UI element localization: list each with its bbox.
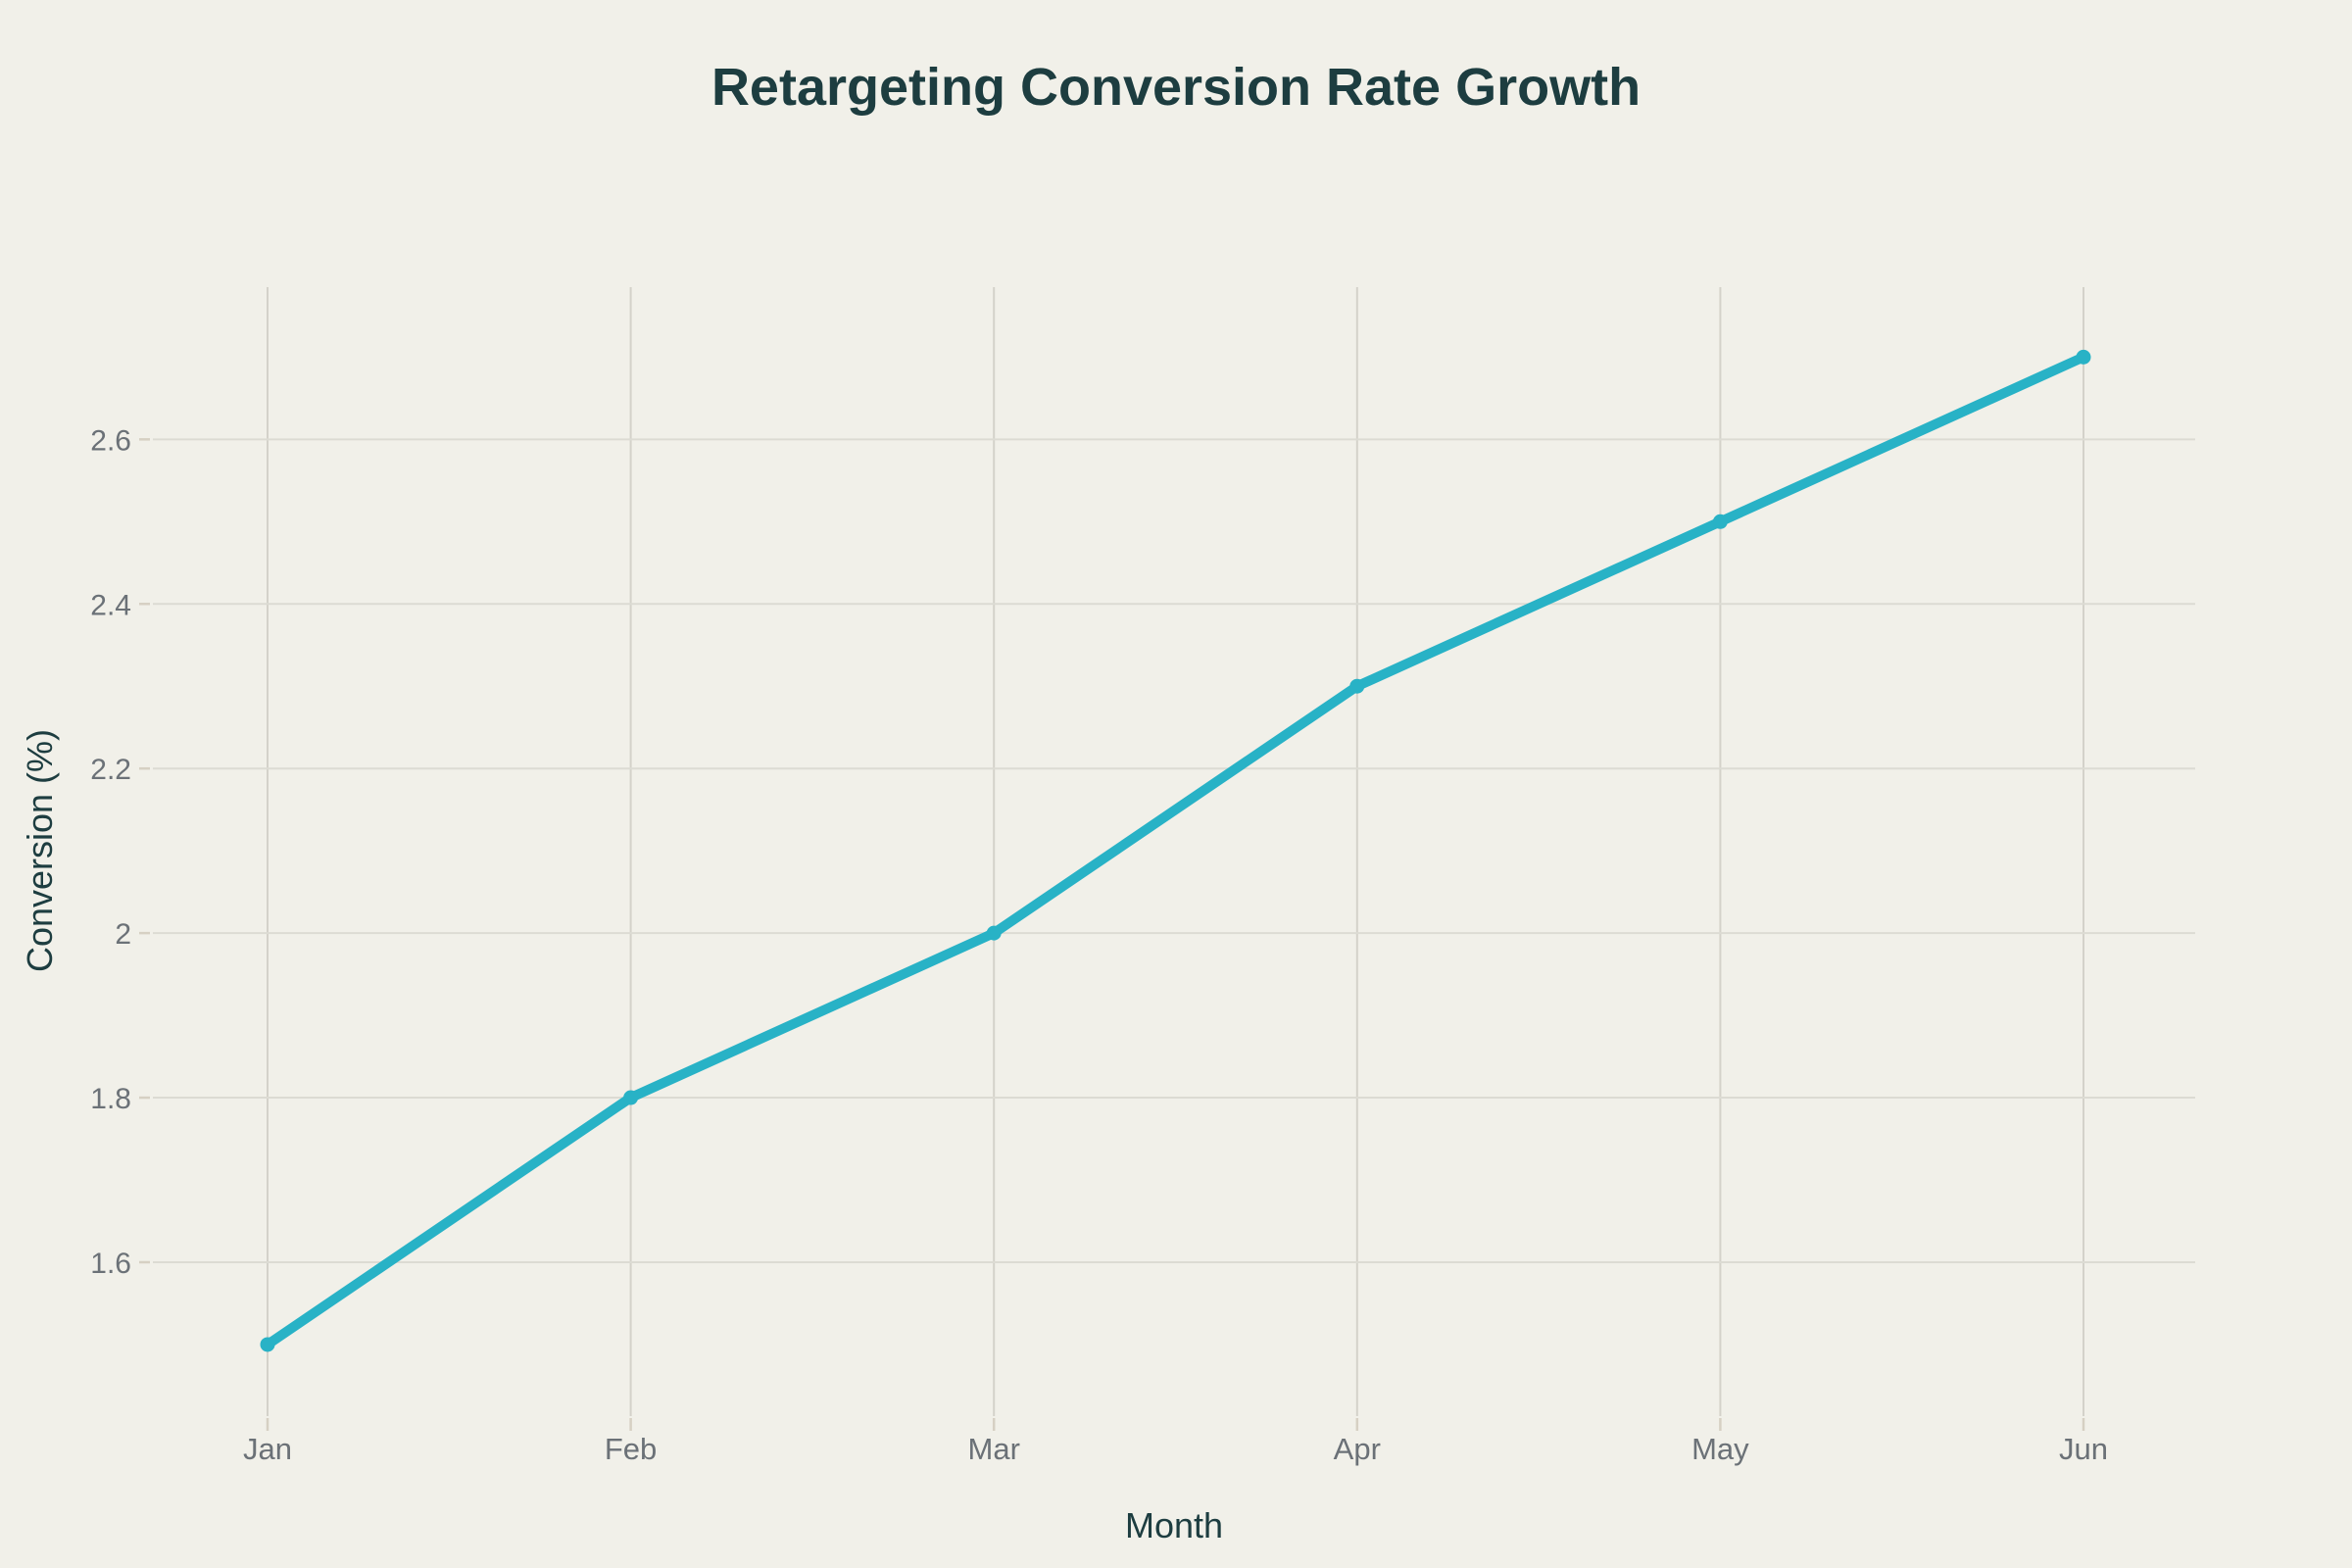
chart-title: Retargeting Conversion Rate Growth: [710, 58, 1642, 117]
series-line: [263, 352, 2088, 1349]
data-point: [623, 1090, 639, 1105]
y-tick-label: 2: [115, 918, 131, 951]
data-point: [260, 1337, 275, 1352]
data-point: [2076, 349, 2091, 365]
data-point: [986, 925, 1002, 941]
x-tick-label: May: [1691, 1432, 1749, 1466]
x-tick-label: Apr: [1334, 1432, 1381, 1466]
y-tick-label: 2.4: [90, 589, 131, 621]
x-tick-label: Feb: [605, 1432, 657, 1466]
data-point: [1349, 678, 1365, 694]
x-axis-title: Month: [1124, 1505, 1224, 1545]
x-tick-label: Mar: [968, 1432, 1020, 1466]
y-tick-label: 2.2: [90, 754, 131, 786]
x-tick-label: Jun: [2059, 1432, 2108, 1466]
y-tick-label: 1.8: [90, 1083, 131, 1115]
y-tick-label: 2.6: [90, 424, 131, 457]
data-point: [1712, 514, 1728, 529]
x-tick-label: Jan: [243, 1432, 292, 1466]
y-tick-label: 1.6: [90, 1248, 131, 1280]
